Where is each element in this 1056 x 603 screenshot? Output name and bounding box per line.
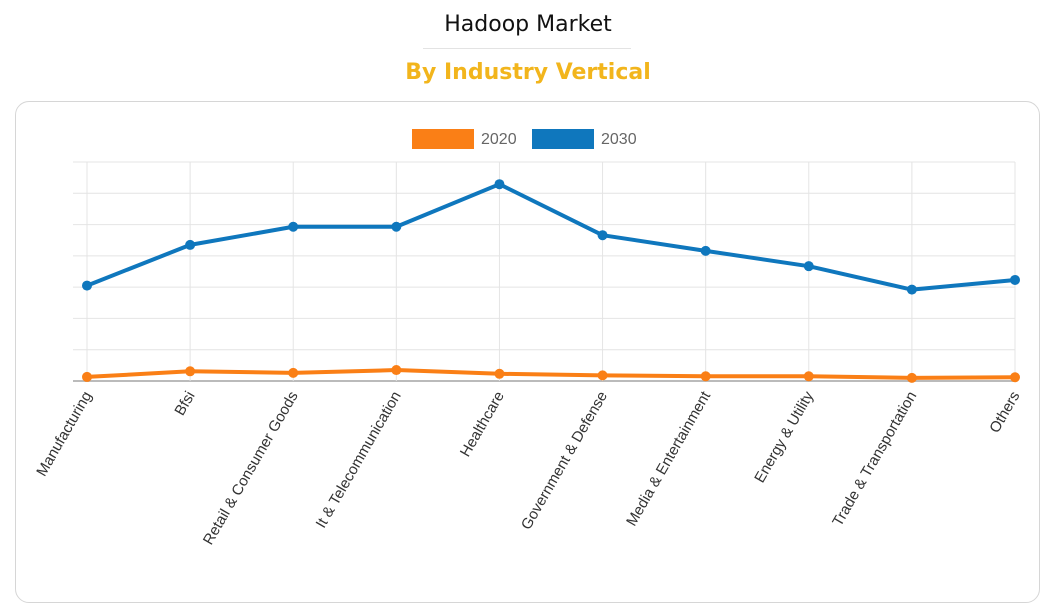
legend-swatch	[412, 129, 474, 149]
x-tick-label: Others	[986, 389, 1023, 436]
x-tick-label: Media & Entertainment	[623, 388, 714, 529]
legend-label: 2020	[481, 131, 517, 148]
data-point-2020	[906, 372, 917, 383]
data-point-2030	[185, 239, 196, 250]
legend-swatch	[532, 129, 594, 149]
x-tick-label: Manufacturing	[33, 389, 95, 480]
data-point-2020	[1010, 372, 1020, 383]
data-point-2020	[700, 371, 711, 382]
data-point-2030	[906, 284, 917, 295]
legend-label: 2030	[601, 131, 637, 148]
series-line-2020	[86, 368, 1016, 380]
data-point-2030	[391, 221, 402, 232]
x-tick-label: Bfsi	[171, 389, 198, 419]
data-point-2020	[803, 371, 814, 382]
x-tick-label: Healthcare	[457, 389, 508, 460]
x-tick-label: Government & Defense	[518, 389, 611, 533]
data-point-2020	[494, 368, 505, 379]
chart-subtitle: By Industry Vertical	[405, 60, 651, 85]
data-point-2030	[700, 245, 711, 256]
data-point-2030	[803, 261, 814, 272]
data-point-2030	[82, 280, 92, 291]
line-chart: Manufacturing Bfsi Retail & Consumer Goods…	[33, 129, 1023, 548]
x-tick-label: It & Telecommunication	[313, 389, 405, 532]
data-point-2020	[391, 365, 402, 376]
chart-card	[15, 101, 1040, 603]
title-divider	[423, 48, 631, 49]
chart-title: Hadoop Market	[444, 12, 612, 37]
data-point-2020	[82, 371, 92, 382]
x-tick-label: Retail & Consumer Goods	[200, 389, 302, 548]
data-point-2020	[185, 366, 196, 377]
x-tick-label: Trade & Transportation	[829, 389, 920, 530]
data-point-2030	[288, 221, 299, 232]
data-point-2020	[597, 370, 608, 381]
data-point-2030	[494, 179, 505, 190]
data-point-2020	[288, 367, 299, 378]
x-tick-label: Energy & Utility	[751, 388, 817, 486]
data-point-2030	[597, 230, 608, 241]
data-point-2030	[1010, 274, 1020, 285]
series-line-2030	[86, 182, 1016, 292]
